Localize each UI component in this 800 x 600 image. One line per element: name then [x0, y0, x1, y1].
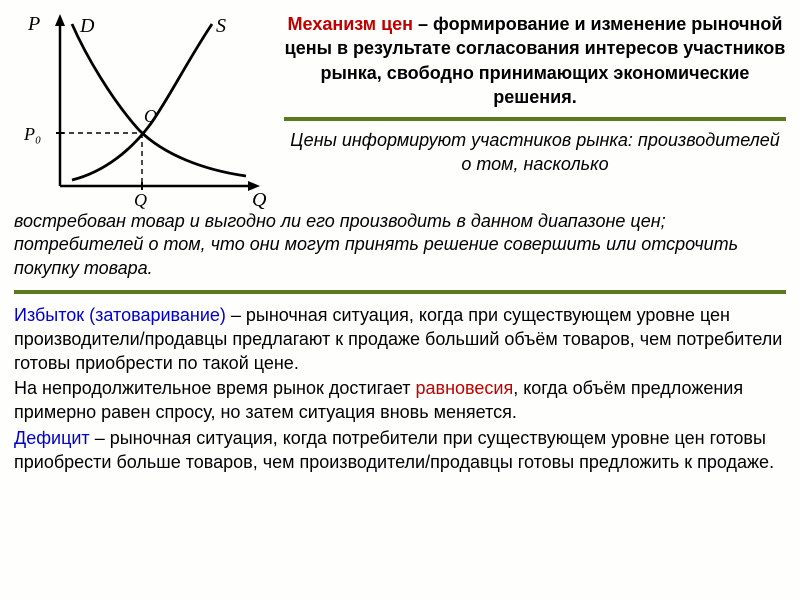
term-deficit: Дефицит	[14, 428, 90, 448]
q-eq-label: Q	[134, 190, 147, 210]
axis-p-label: P	[27, 13, 40, 35]
deficit-rest: – рыночная ситуация, когда потребители п…	[14, 428, 774, 472]
flow-text-2: востребован товар и выгодно ли его произ…	[14, 210, 786, 280]
term-surplus: Избыток (затоваривание)	[14, 305, 226, 325]
surplus-paragraph: Избыток (затоваривание) – рыночная ситуа…	[14, 304, 786, 375]
p0-label: P₀	[23, 124, 41, 144]
deficit-paragraph: Дефицит – рыночная ситуация, когда потре…	[14, 427, 786, 475]
supply-demand-chart: P D S O P₀ Q Q	[14, 10, 272, 210]
equilibrium-paragraph: На непродолжительное время рынок достига…	[14, 377, 786, 425]
curve-d-label: D	[79, 15, 95, 37]
divider-bottom	[14, 290, 786, 294]
axis-q-label: Q	[252, 189, 267, 210]
point-o-label: O	[144, 106, 157, 126]
divider-top	[284, 117, 786, 121]
main-heading: Механизм цен – формирование и изменение …	[284, 12, 786, 109]
term-equilibrium: равновесия	[415, 378, 513, 398]
flow-text-1: Цены информируют участников рынка: произ…	[284, 129, 786, 176]
curve-s-label: S	[216, 15, 226, 37]
term-mechanism: Механизм цен	[288, 14, 414, 34]
equil-pre: На непродолжительное время рынок достига…	[14, 378, 415, 398]
